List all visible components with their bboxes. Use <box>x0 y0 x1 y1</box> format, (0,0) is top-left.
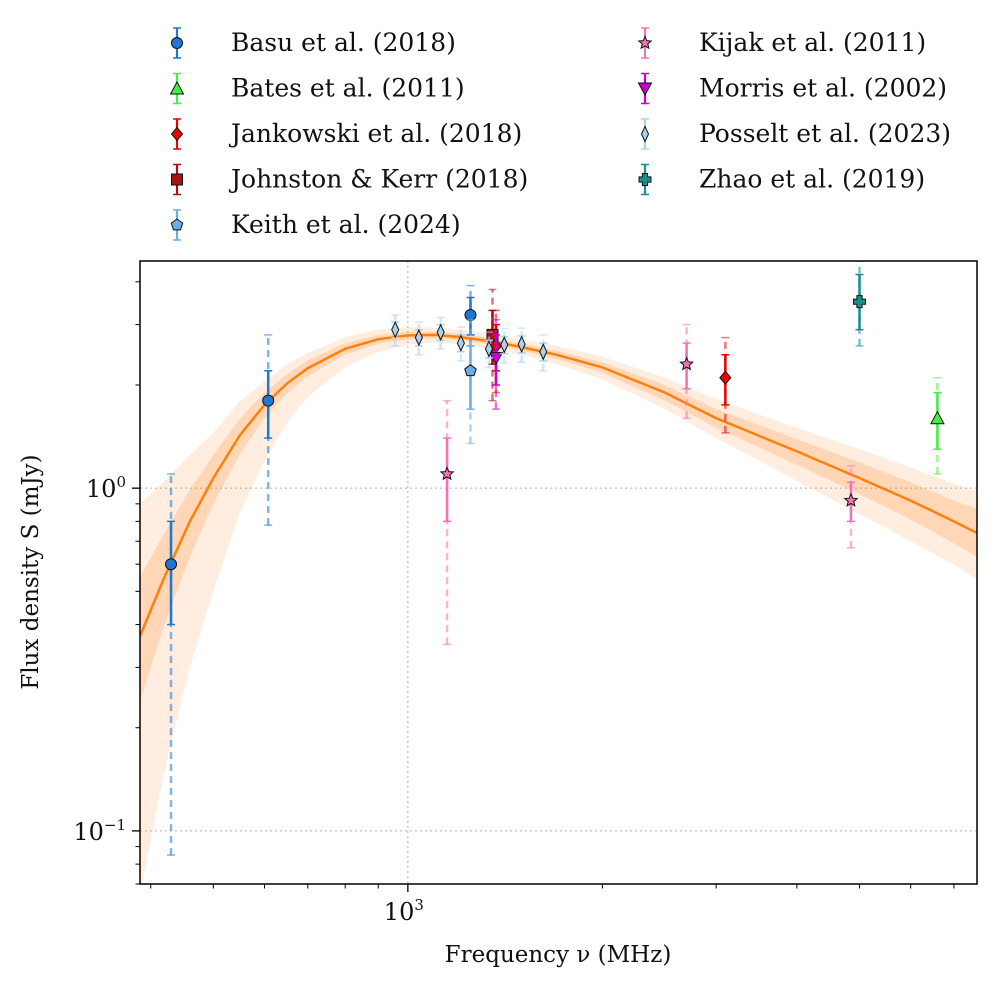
legend-entry: Johnston & Kerr (2018) <box>171 163 528 196</box>
point-marker <box>456 334 465 352</box>
legend-label: Jankowski et al. (2018) <box>228 119 522 148</box>
point-marker <box>853 295 867 309</box>
legend-label: Keith et al. (2024) <box>231 210 461 239</box>
data-point-basu-et-al-2018 <box>262 334 275 526</box>
legend-entry: Kijak et al. (2011) <box>637 27 926 59</box>
plot-frame <box>139 260 978 885</box>
axis-ticks: 103 100 10−1 <box>73 281 955 926</box>
data-point-basu-et-al-2018 <box>165 473 178 856</box>
fit-curve <box>140 333 977 637</box>
data-point-posselt-et-al-2023 <box>517 327 526 363</box>
legend-label: Zhao et al. (2019) <box>699 165 925 194</box>
legend-label: Posselt et al. (2023) <box>699 119 951 148</box>
legend-marker <box>640 125 650 143</box>
legend-label: Morris et al. (2002) <box>699 74 947 103</box>
legend-entry: Keith et al. (2024) <box>170 209 461 241</box>
point-marker <box>484 340 493 358</box>
legend-label: Basu et al. (2018) <box>231 28 456 57</box>
point-marker <box>436 323 445 341</box>
point-marker <box>719 370 732 385</box>
point-marker <box>500 336 509 354</box>
legend-marker <box>637 82 653 97</box>
y-tick-label: 100 <box>86 473 126 503</box>
legend-entry: Basu et al. (2018) <box>171 27 456 59</box>
legend: Basu et al. (2018) Bates et al. (2011) Jan… <box>169 27 951 241</box>
data-point-kijak-et-al-2011 <box>439 399 455 646</box>
data-point-posselt-et-al-2023 <box>484 331 493 369</box>
point-marker <box>843 492 859 507</box>
data-point-posselt-et-al-2023 <box>436 316 445 350</box>
legend-label: Bates et al. (2011) <box>231 74 465 103</box>
legend-marker <box>171 173 183 186</box>
legend-marker <box>637 35 653 50</box>
point-marker <box>517 335 526 353</box>
point-marker <box>539 343 548 361</box>
legend-marker <box>638 173 652 186</box>
legend-label: Kijak et al. (2011) <box>699 28 926 57</box>
point-marker <box>414 328 423 347</box>
point-marker <box>165 558 178 571</box>
data-point-jankowski-et-al-2018 <box>719 336 732 434</box>
y-axis-label: Flux density S (mJy) <box>18 454 44 689</box>
point-marker <box>930 410 945 425</box>
data-point-posselt-et-al-2023 <box>414 321 423 356</box>
legend-entry: Jankowski et al. (2018) <box>170 118 522 150</box>
x-tick-label: 103 <box>384 896 424 926</box>
point-marker <box>679 356 695 371</box>
data-points <box>165 261 945 856</box>
point-marker <box>391 320 400 339</box>
x-axis-label: Frequency ν (MHz) <box>445 942 672 968</box>
data-point-keith-et-al-2024 <box>464 318 477 445</box>
fit-line <box>140 333 977 637</box>
data-point-zhao-et-al-2019 <box>853 261 867 347</box>
point-marker <box>464 309 477 322</box>
legend-marker <box>171 37 183 49</box>
data-point-morris-et-al-2002 <box>488 318 504 410</box>
y-tick-label: 10−1 <box>73 816 126 846</box>
legend-label: Johnston & Kerr (2018) <box>228 165 528 194</box>
data-point-kijak-et-al-2011 <box>843 465 859 549</box>
legend-entry: Morris et al. (2002) <box>637 72 947 105</box>
data-point-bates-et-al-2011 <box>930 376 945 475</box>
legend-entry: Zhao et al. (2019) <box>638 163 925 196</box>
data-point-posselt-et-al-2023 <box>500 327 509 364</box>
gridlines <box>140 261 977 884</box>
data-point-posselt-et-al-2023 <box>539 334 548 372</box>
plot-background <box>140 261 977 884</box>
point-marker <box>464 364 477 377</box>
point-marker <box>439 466 455 481</box>
legend-marker <box>170 218 184 231</box>
data-point-posselt-et-al-2023 <box>391 314 400 347</box>
data-point-kijak-et-al-2011 <box>679 323 695 419</box>
plot-area: 103 100 10−1 <box>73 260 978 926</box>
legend-entry: Posselt et al. (2023) <box>640 118 951 150</box>
point-marker <box>262 394 275 407</box>
legend-marker <box>169 80 185 95</box>
legend-entry: Bates et al. (2011) <box>169 72 465 105</box>
data-point-posselt-et-al-2023 <box>456 326 465 362</box>
legend-marker <box>170 126 184 142</box>
